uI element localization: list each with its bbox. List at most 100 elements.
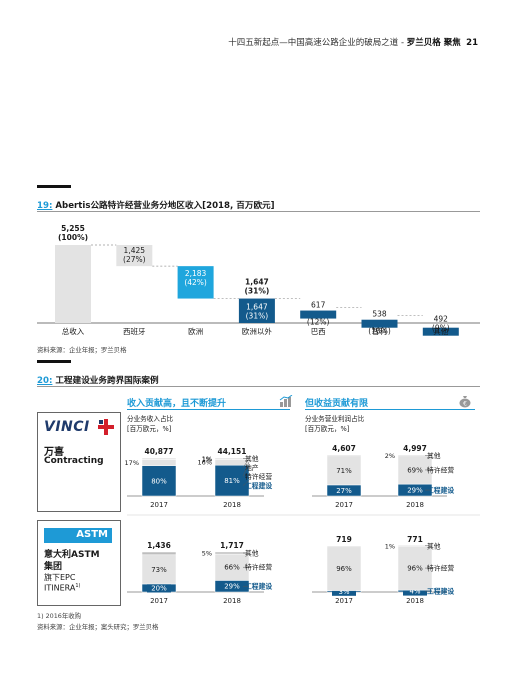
stacked-segment-label: 29% — [224, 583, 240, 591]
right-section-heading: 但收益贡献有限 — [305, 399, 369, 409]
right-heading-rule — [305, 409, 475, 410]
waterfall-pct-label: (42%) — [184, 278, 207, 287]
stacked-segment-label: 29% — [407, 487, 423, 495]
stacked-segment-label: 71% — [336, 467, 352, 475]
waterfall-bar-total — [55, 245, 91, 323]
vinci-logo: VINCI — [44, 419, 90, 435]
fig20-footnote: 1) 2016年收购 — [37, 612, 82, 620]
stacked-segment-label: 81% — [224, 477, 240, 485]
astm-company-box: ASTM 意大利ASTM 集团 旗下EPC ITINERA1) — [37, 520, 121, 606]
stacked-category-label: 2018 — [223, 597, 241, 605]
waterfall-bar-segment — [422, 327, 459, 336]
stacked-segment-label: 1% — [202, 455, 212, 463]
stacked-total-label: 40,877 — [145, 447, 174, 456]
legend-label: 特许经营 — [427, 465, 454, 474]
stacked-total-label: 1,436 — [147, 541, 171, 550]
left-axis-title-1: 分业务收入占比 — [127, 415, 174, 423]
stacked-bar-segment — [326, 545, 362, 548]
stacked-total-label: 771 — [407, 535, 423, 544]
waterfall-pct-label: (31%) — [246, 312, 269, 321]
money-bag-icon: € — [459, 396, 471, 408]
waterfall-value-label: 5,255 — [61, 224, 85, 233]
bar-chart-icon — [279, 395, 293, 407]
waterfall-bar-outside-europe — [238, 298, 275, 323]
stacked-category-label: 2017 — [150, 501, 168, 509]
waterfall-value-label: 492 — [434, 315, 449, 324]
waterfall-pct-label: (100%) — [58, 233, 88, 242]
stacked-total-label: 4,607 — [332, 444, 356, 453]
vinci-company-box: VINCI 万喜 Contracting — [37, 412, 121, 512]
stacked-segment-label: 20% — [151, 585, 167, 593]
waterfall-pct-label: (10%) — [368, 327, 391, 336]
stacked-segment-label: 66% — [224, 564, 240, 572]
stacked-bar-segment — [214, 464, 250, 497]
stacked-segment-label: 4% — [409, 588, 420, 596]
svg-text:€: € — [463, 401, 467, 408]
fig20-title-text: 工程建设业务跨界国际案例 — [55, 376, 159, 386]
waterfall-subtotal-value: 1,647 — [245, 278, 269, 287]
stacked-bar-segment — [141, 458, 177, 466]
legend-label: 地产 — [245, 463, 259, 472]
legend-label: 特许经营 — [245, 472, 272, 481]
stacked-segment-label: 73% — [151, 566, 167, 574]
vinci-name-cn: 万喜 — [44, 447, 64, 458]
stacked-bar-segment — [141, 551, 177, 556]
waterfall-bar-segment — [361, 319, 398, 328]
astm-name-4: ITINERA1) — [44, 583, 81, 593]
legend-label: 工程建设 — [427, 587, 454, 596]
waterfall-category-label: 总收入 — [62, 326, 85, 336]
waterfall-bar-segment — [300, 310, 337, 319]
page-header: 十四五新起点—中国高速公路企业的破局之道 - 罗兰贝格 聚焦 21 — [0, 36, 478, 48]
header-text: 十四五新起点—中国高速公路企业的破局之道 - — [228, 38, 407, 48]
stacked-bar-segment — [141, 465, 177, 497]
right-axis-title-1: 分业务营业利润占比 — [305, 415, 365, 423]
legend-label: 特许经营 — [245, 563, 272, 572]
stacked-total-label: 1,717 — [220, 541, 244, 550]
fig20-title-rule — [37, 386, 480, 387]
legend-leader-line — [242, 458, 250, 468]
legend-leader-line — [242, 462, 250, 477]
stacked-segment-label: 3% — [338, 588, 349, 596]
left-heading-rule — [127, 409, 290, 410]
waterfall-category-label: 巴西 — [311, 327, 326, 336]
waterfall-value-label: 1,647 — [246, 303, 268, 312]
stacked-segment-label: 17% — [125, 459, 139, 467]
legend-label: 工程建设 — [427, 486, 454, 495]
waterfall-value-label: 1,425 — [124, 246, 146, 255]
stacked-bar-segment — [326, 454, 362, 457]
stacked-category-label: 2018 — [406, 597, 424, 605]
stacked-label-plate — [147, 583, 171, 593]
fig19-source: 资料来源：企业年报；罗兰贝格 — [37, 346, 127, 354]
stacked-category-label: 2018 — [223, 501, 241, 509]
fig20-number: 20: — [37, 376, 53, 386]
legend-label: 其他 — [427, 451, 441, 460]
stacked-segment-label: 69% — [407, 466, 423, 474]
astm-name-4-text: ITINERA — [44, 583, 76, 593]
astm-name-2: 集团 — [44, 562, 63, 572]
fig20-source: 资料来源：企业年报；案头研究；罗兰贝格 — [37, 623, 159, 631]
stacked-bar-segment — [141, 554, 177, 585]
waterfall-category-label: 西班牙 — [123, 326, 146, 336]
stacked-category-label: 2017 — [335, 597, 353, 605]
stacked-segment-label: 80% — [151, 477, 167, 485]
left-axis-title-2: [百万欧元，%] — [127, 425, 172, 433]
stacked-bar-segment — [141, 458, 177, 460]
stacked-segment-label: 5% — [202, 550, 212, 558]
legend-label: 工程建设 — [245, 582, 272, 591]
fig20-title: 20: 工程建设业务跨界国际案例 — [37, 374, 159, 386]
right-axis-title-2: [百万欧元，%] — [305, 425, 350, 433]
stacked-label-plate — [403, 586, 427, 596]
stacked-total-label: 719 — [336, 535, 352, 544]
stacked-segment-label: 16% — [198, 459, 212, 467]
astm-name-3: 旗下EPC — [44, 573, 76, 582]
astm-logo-band: ASTM — [44, 528, 112, 543]
waterfall-value-label: 2,183 — [185, 269, 207, 278]
stacked-category-label: 2017 — [335, 501, 353, 509]
stacked-bar-segment — [214, 458, 250, 466]
waterfall-subtotal-pct: (31%) — [244, 287, 269, 296]
stacked-label-plate — [332, 586, 356, 596]
page-number: 21 — [466, 38, 478, 48]
section-rule-2 — [37, 360, 71, 363]
waterfall-category-label: 欧洲以外 — [242, 326, 272, 336]
legend-leader-line — [242, 480, 250, 486]
